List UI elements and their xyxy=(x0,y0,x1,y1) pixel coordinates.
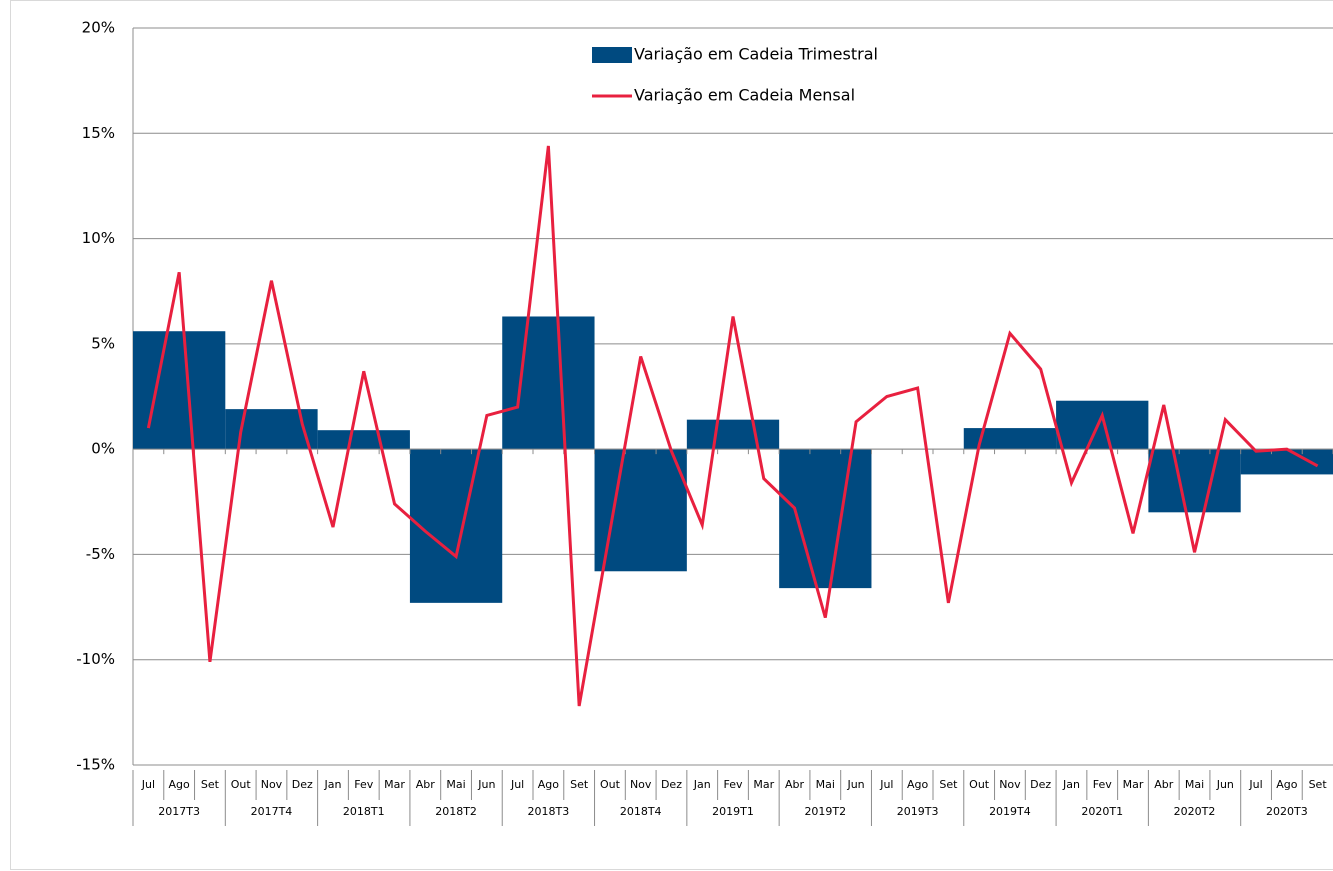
group-label: 2017T3 xyxy=(158,805,200,818)
x-tick-label: Ago xyxy=(169,778,191,791)
x-tick-label: Dez xyxy=(1030,778,1051,791)
x-tick-label: Mar xyxy=(384,778,405,791)
x-tick-label: Jun xyxy=(846,778,864,791)
x-tick-label: Fev xyxy=(1093,778,1112,791)
bar xyxy=(1240,449,1333,475)
x-tick-label: Out xyxy=(231,778,252,791)
y-tick-label: -10% xyxy=(76,650,115,668)
bar xyxy=(317,430,410,450)
bar xyxy=(594,449,687,572)
x-tick-label: Jun xyxy=(1216,778,1234,791)
y-tick-label: 20% xyxy=(82,19,115,37)
legend-label: Variação em Cadeia Mensal xyxy=(634,86,855,105)
group-label: 2020T1 xyxy=(1081,805,1123,818)
x-tick-label: Mar xyxy=(1123,778,1144,791)
line xyxy=(146,145,1319,707)
x-tick-label: Out xyxy=(600,778,621,791)
y-tick-label: 5% xyxy=(91,334,115,352)
x-tick-label: Dez xyxy=(661,778,682,791)
x-tick-label: Jul xyxy=(879,778,893,791)
legend-label: Variação em Cadeia Trimestral xyxy=(634,45,878,64)
x-tick-label: Set xyxy=(570,778,589,791)
x-tick-label: Nov xyxy=(261,778,283,791)
bar xyxy=(409,449,503,603)
bar xyxy=(133,331,226,450)
bar xyxy=(502,316,595,450)
y-tick-label: 15% xyxy=(82,124,115,142)
x-tick-label: Jul xyxy=(510,778,524,791)
y-tick-label: -5% xyxy=(86,545,115,563)
group-label: 2018T1 xyxy=(343,805,385,818)
x-tick-label: Abr xyxy=(785,778,805,791)
bar xyxy=(686,419,780,450)
bar xyxy=(963,428,1057,450)
x-tick-label: Abr xyxy=(416,778,436,791)
x-tick-label: Jan xyxy=(693,778,711,791)
x-tick-label: Mai xyxy=(816,778,835,791)
group-label: 2019T2 xyxy=(804,805,846,818)
x-tick-label: Nov xyxy=(630,778,652,791)
group-label: 2020T2 xyxy=(1174,805,1216,818)
bar xyxy=(1148,449,1241,513)
x-tick-label: Fev xyxy=(723,778,742,791)
x-tick-label: Ago xyxy=(538,778,560,791)
x-tick-label: Mai xyxy=(446,778,465,791)
x-tick-label: Jul xyxy=(1248,778,1262,791)
group-label: 2020T3 xyxy=(1266,805,1308,818)
x-tick-label: Set xyxy=(201,778,220,791)
group-label: 2019T3 xyxy=(897,805,939,818)
x-tick-label: Jul xyxy=(141,778,155,791)
x-tick-label: Jan xyxy=(1062,778,1080,791)
x-tick-label: Set xyxy=(1309,778,1328,791)
x-tick-label: Nov xyxy=(999,778,1021,791)
x-tick-label: Dez xyxy=(292,778,313,791)
x-tick-label: Out xyxy=(969,778,990,791)
x-tick-label: Fev xyxy=(354,778,373,791)
group-label: 2019T1 xyxy=(712,805,754,818)
x-tick-label: Mar xyxy=(753,778,774,791)
x-tick-label: Jan xyxy=(324,778,342,791)
group-label: 2018T3 xyxy=(528,805,570,818)
legend-swatch xyxy=(592,47,632,63)
bar xyxy=(1056,400,1149,450)
y-tick-label: 0% xyxy=(91,440,115,458)
group-label: 2019T4 xyxy=(989,805,1031,818)
x-tick-label: Mai xyxy=(1185,778,1204,791)
group-label: 2018T2 xyxy=(435,805,477,818)
y-tick-label: 10% xyxy=(82,229,115,247)
x-tick-label: Abr xyxy=(1154,778,1174,791)
x-tick-label: Ago xyxy=(1276,778,1298,791)
x-tick-label: Set xyxy=(939,778,958,791)
group-label: 2018T4 xyxy=(620,805,662,818)
x-tick-label: Jun xyxy=(477,778,495,791)
x-tick-label: Ago xyxy=(907,778,929,791)
group-label: 2017T4 xyxy=(251,805,293,818)
bar xyxy=(779,449,872,589)
y-tick-label: -15% xyxy=(76,756,115,774)
